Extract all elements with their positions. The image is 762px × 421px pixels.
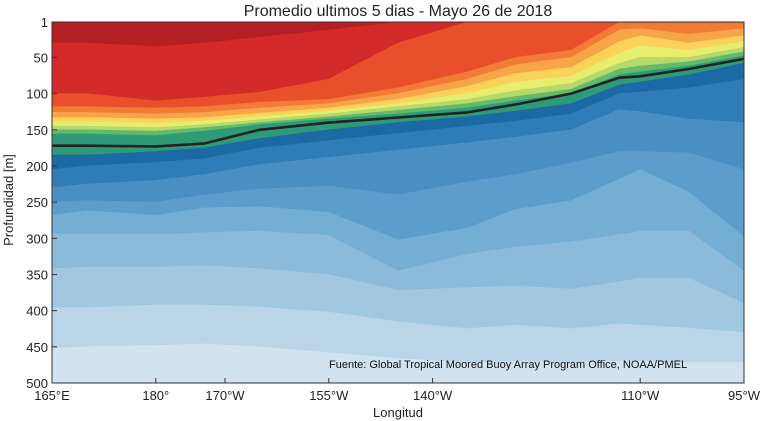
y-axis-label: Profundidad [m] [1,154,16,246]
y-tick-label: 450 [26,340,48,355]
y-tick-label: 200 [26,159,48,174]
x-tick-label: 110°W [621,388,660,403]
y-tick-label: 250 [26,195,48,210]
source-annotation: Fuente: Global Tropical Moored Buoy Arra… [329,359,687,371]
x-tick-label: 140°W [413,388,453,403]
x-axis-ticks: 165°E 180° 170°W 155°W 140°W 110°W 95°W [34,378,761,403]
x-tick-label: 180° [142,388,169,403]
y-tick-label: 500 [26,376,48,391]
x-tick-label: 155°W [309,388,349,403]
y-tick-label: 50 [34,50,48,65]
x-tick-label: 95°W [728,388,761,403]
isotherm-line [52,57,745,148]
y-tick-label: 350 [26,267,48,282]
y-tick-label: 100 [26,87,48,102]
chart-title: Promedio ultimos 5 dias - Mayo 26 de 201… [244,3,553,20]
x-axis-label: Longitud [373,405,423,420]
y-tick-label: 400 [26,304,48,319]
x-tick-label: 165°E [34,388,70,403]
y-tick-label: 150 [26,123,48,138]
y-tick-label: 1 [41,15,48,30]
x-tick-label: 170°W [205,388,245,403]
y-tick-label: 300 [26,231,48,246]
